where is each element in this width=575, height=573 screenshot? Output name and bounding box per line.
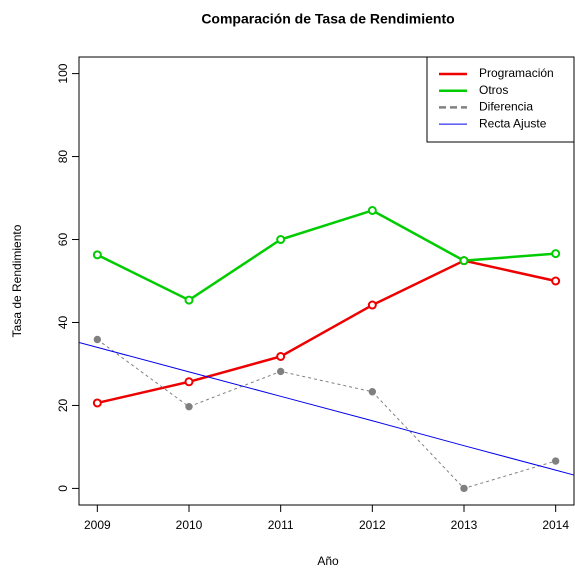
legend-label: Otros [479, 83, 508, 97]
data-point [184, 295, 194, 305]
legend-label: Diferencia [479, 100, 533, 114]
series-line [97, 259, 556, 405]
legend-frame [426, 56, 575, 143]
x-tick-label: 2012 [359, 518, 386, 532]
data-point [551, 249, 561, 259]
data-point [460, 484, 468, 493]
x-tick-label: 2013 [451, 518, 478, 532]
x-tick-label: 2010 [176, 518, 203, 532]
y-tick-label: 100 [56, 63, 70, 83]
series-line [97, 339, 556, 489]
data-point [551, 276, 561, 286]
data-point [276, 235, 286, 245]
y-tick-label: 80 [56, 150, 70, 164]
data-point [276, 351, 286, 361]
plot-area [79, 209, 575, 489]
data-point [92, 398, 102, 408]
x-tick-label: 2009 [84, 518, 111, 532]
data-point [93, 335, 102, 344]
data-point [185, 402, 193, 411]
plot-frame [78, 56, 575, 506]
data-point [367, 300, 377, 310]
data-point [92, 250, 102, 260]
data-point [276, 367, 285, 376]
y-tick-label: 60 [56, 233, 70, 247]
x-tick-label: 2011 [268, 518, 294, 532]
chart-title: Comparación de Tasa de Rendimiento [201, 11, 454, 27]
data-point [551, 457, 560, 465]
y-tick-label: 0 [56, 485, 70, 492]
y-axis-label: Tasa de Rendimiento [10, 224, 24, 337]
legend-label: Programación [479, 66, 554, 80]
data-point [459, 256, 469, 266]
series-line [96, 209, 556, 302]
x-tick-label: 2014 [542, 518, 569, 532]
y-tick-label: 40 [56, 315, 70, 329]
data-point [367, 205, 377, 215]
x-axis-label: Año [317, 554, 339, 568]
data-point [368, 388, 377, 396]
y-tick-label: 20 [56, 398, 70, 412]
legend-label: Recta Ajuste [479, 116, 547, 130]
series-line [79, 341, 575, 476]
data-point [184, 377, 194, 387]
